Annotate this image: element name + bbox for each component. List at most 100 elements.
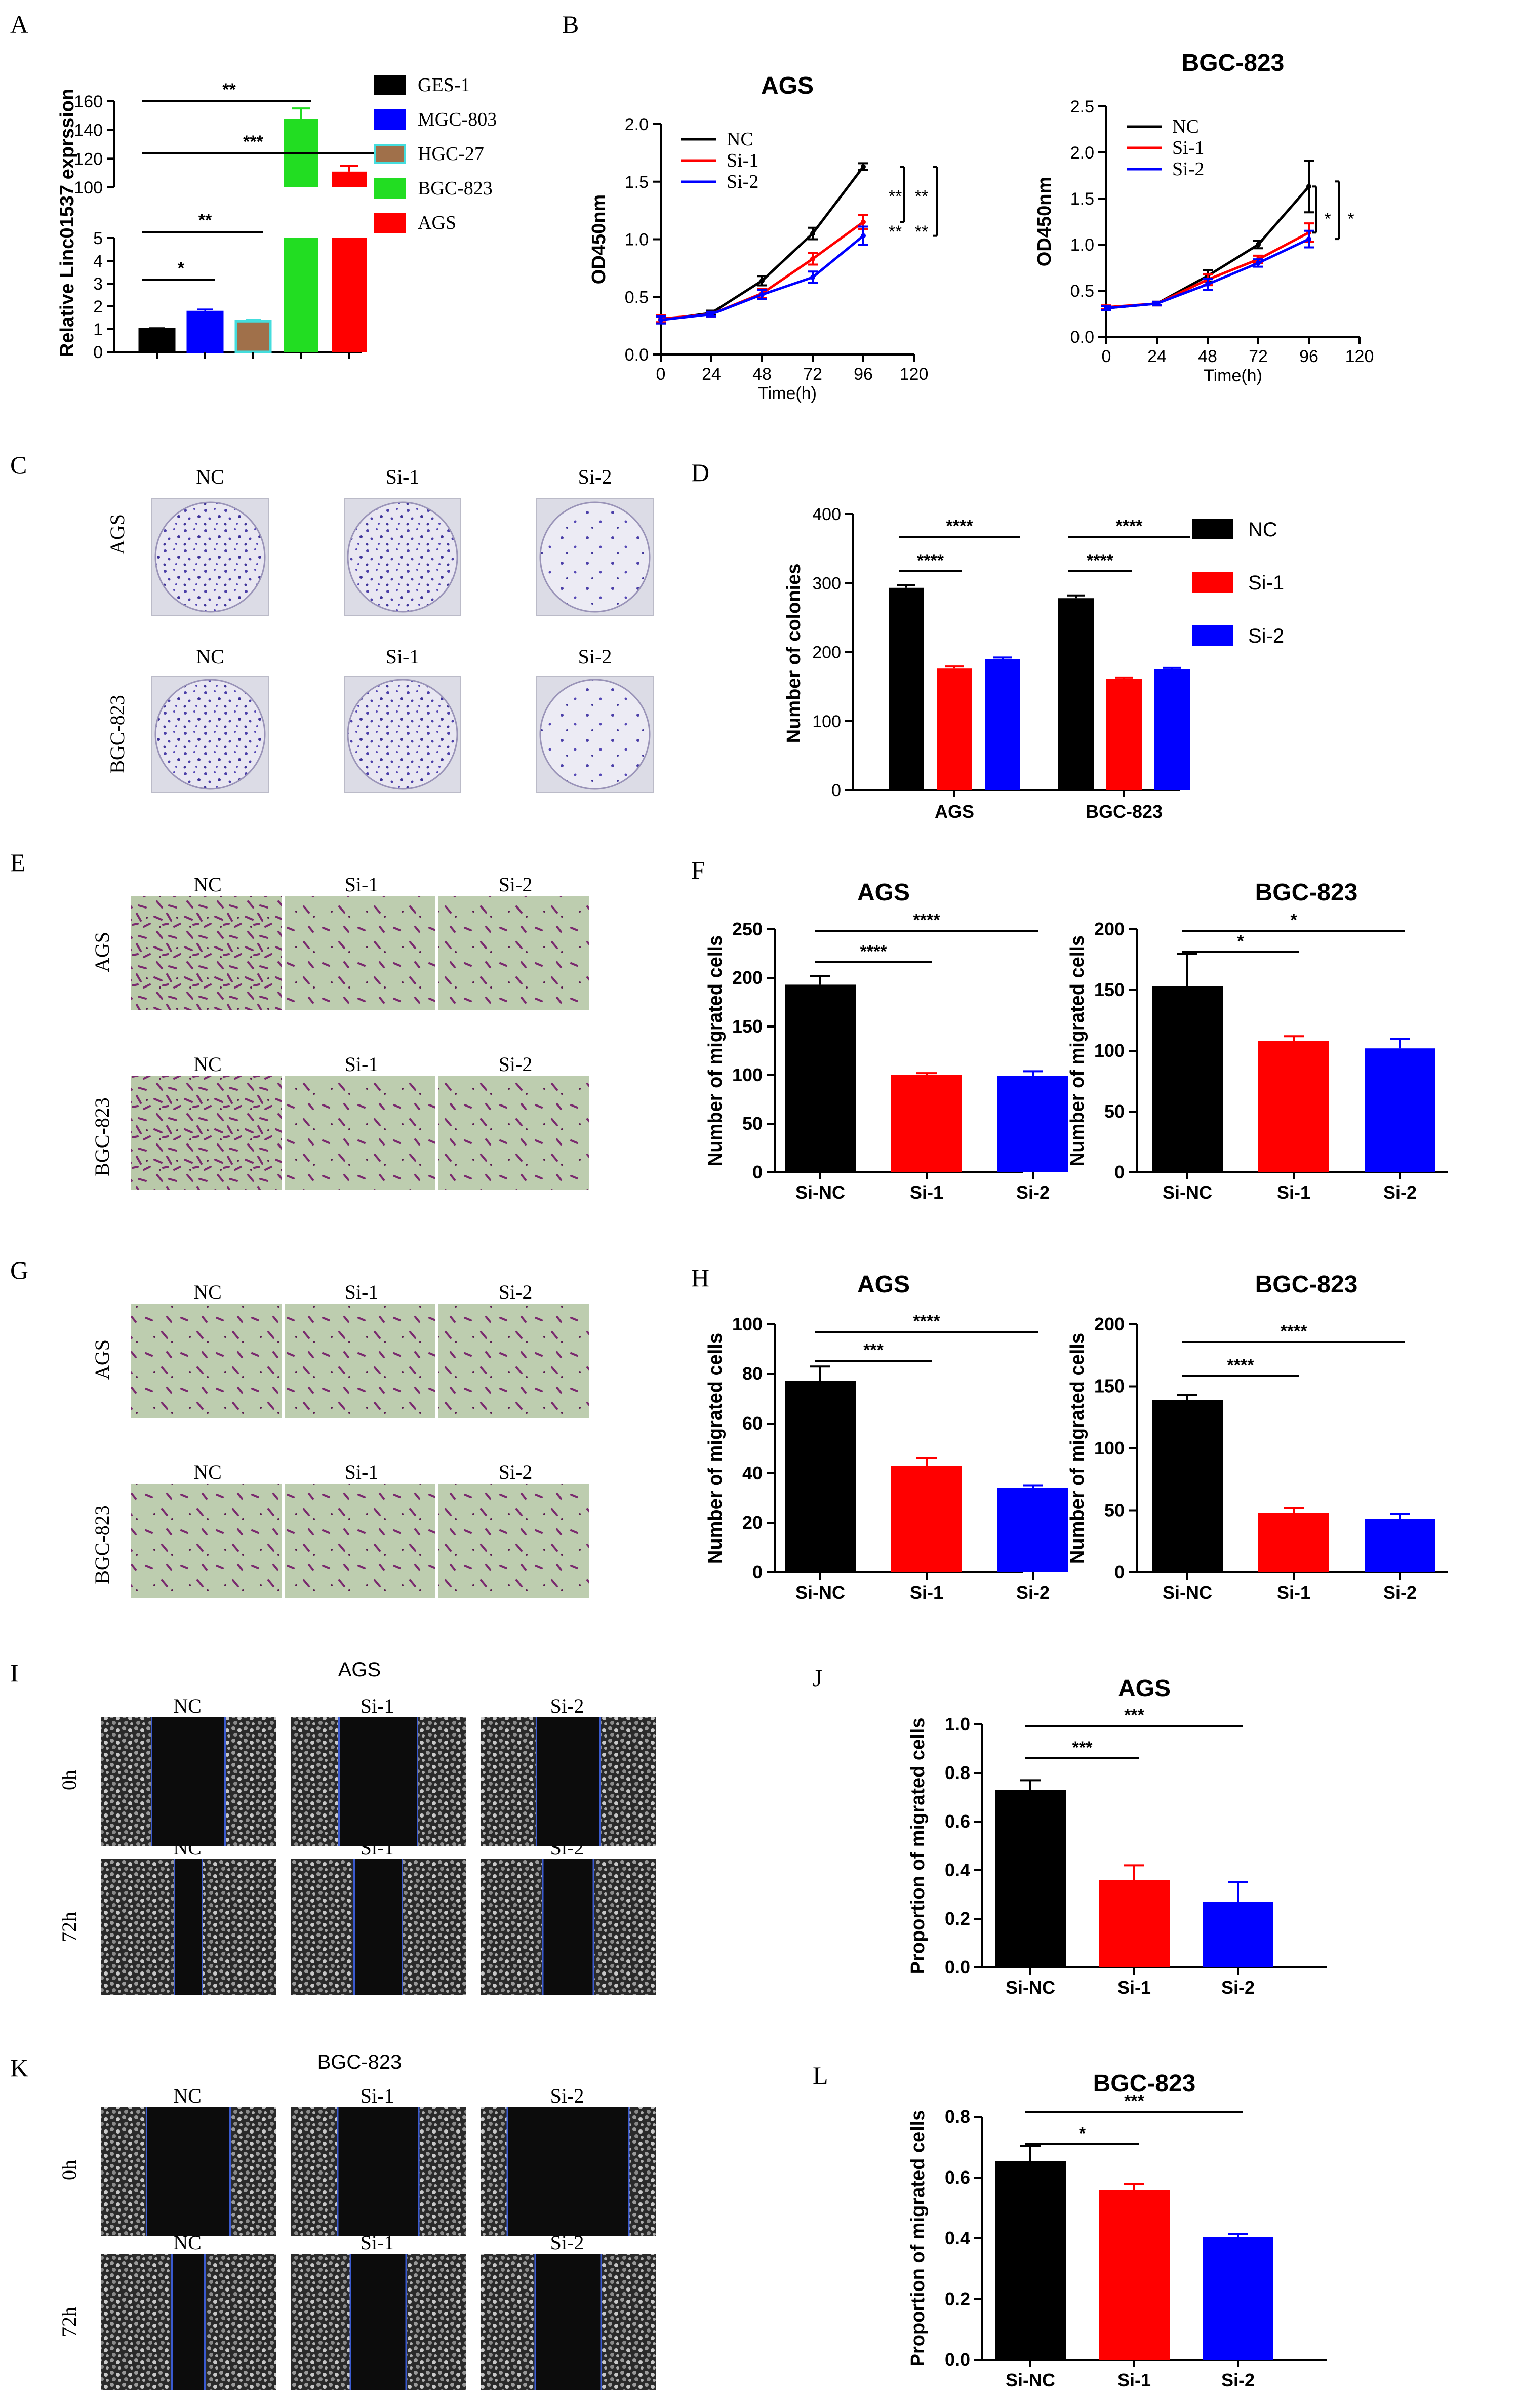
panel-G-column-label: Si-2 (499, 1460, 533, 1483)
chart-J-xtick-label: Si-1 (1117, 1977, 1151, 1998)
chart-A-sig-label: * (178, 259, 185, 278)
chart-F2-sig-label: * (1237, 932, 1244, 951)
chart-H2-ytick-label: 100 (1094, 1438, 1125, 1458)
chart-H2-ytick-label: 50 (1104, 1500, 1125, 1521)
chart-A-bar (186, 310, 224, 353)
panel-C-row-label: AGS (106, 514, 129, 555)
panel-letter-K: K (10, 2054, 28, 2082)
chart-D-legend-label: NC (1248, 519, 1277, 541)
chart-L-bar (1203, 2237, 1273, 2360)
chart-B2-ytick-label: 1.5 (1070, 189, 1094, 209)
chart-J-bar (995, 1790, 1066, 1967)
chart-J-ytick-label: 0.2 (945, 1908, 970, 1929)
chart-B1-point (810, 256, 815, 262)
chart-F1-ytick-label: 50 (742, 1113, 763, 1134)
chart-J-ytick-label: 0.8 (945, 1762, 970, 1783)
migration-micrograph (285, 1484, 435, 1598)
chart-A-legend-label: HGC-27 (418, 143, 484, 165)
scratch-gap (350, 2254, 406, 2390)
colony-plate (539, 501, 651, 613)
panel-I-column-label: Si-2 (550, 1694, 584, 1717)
chart-A-legend-swatch (374, 144, 406, 164)
chart-title-F2: BGC-823 (1255, 879, 1358, 906)
chart-B2-ylabel: OD450nm (1034, 177, 1055, 266)
chart-B2-ytick-label: 1.0 (1070, 235, 1094, 255)
chart-D-legend-swatch (1192, 519, 1233, 539)
chart-H1-ytick-label: 20 (742, 1512, 763, 1533)
chart-F2-ytick-label: 50 (1104, 1101, 1125, 1122)
chart-B2-ytick-label: 2.5 (1070, 97, 1094, 116)
chart-D-legend-swatch (1192, 625, 1233, 646)
chart-H1-xtick-label: Si-2 (1016, 1582, 1050, 1603)
chart-A-bar-lower (284, 238, 318, 352)
chart-B1-legend-label: Si-1 (727, 150, 758, 171)
chart-F2-ytick-label: 150 (1094, 979, 1125, 1000)
scratch-gap (507, 2107, 629, 2236)
chart-L-xtick-label: Si-2 (1221, 2370, 1255, 2390)
chart-F1-ylabel: Number of migrated cells (705, 935, 726, 1166)
chart-H2-xtick-label: Si-1 (1277, 1582, 1310, 1603)
panel-G-column-label: Si-1 (345, 1281, 379, 1304)
panel-G-column-label: Si-2 (499, 1281, 533, 1304)
chart-B2-point (1154, 301, 1160, 306)
chart-B2-point (1256, 260, 1261, 266)
chart-B2-ytick-label: 2.0 (1070, 143, 1094, 163)
panel-letter-E: E (10, 848, 26, 877)
chart-J-ytick-label: 0.6 (945, 1811, 970, 1832)
panel-C-column-label: Si-2 (578, 645, 612, 668)
chart-F2-ylabel: Number of migrated cells (1067, 935, 1088, 1166)
panel-E-column-label: Si-1 (345, 873, 379, 896)
chart-F2-ytick-label: 100 (1094, 1040, 1125, 1061)
migration-micrograph (131, 1076, 282, 1190)
chart-B1-sig-label: ** (915, 222, 928, 242)
chart-A-bar (234, 320, 272, 353)
chart-H1-xtick-label: Si-NC (795, 1582, 845, 1603)
chart-J-sig-label: *** (1072, 1738, 1093, 1757)
panel-K-row-label: 0h (58, 2160, 81, 2180)
chart-title-H1: AGS (857, 1271, 910, 1298)
chart-H1-bar (891, 1466, 962, 1572)
chart-H2-sig-label: **** (1227, 1356, 1255, 1375)
chart-F1-ytick-label: 250 (732, 919, 763, 939)
scratch-gap (151, 1717, 225, 1846)
chart-B1-point (861, 164, 866, 170)
chart-A-ytick-label: 140 (74, 121, 103, 140)
panel-I-column-label: Si-1 (361, 1694, 394, 1717)
chart-F2-sig-label: * (1290, 911, 1297, 930)
chart-A-legend-swatch (374, 75, 406, 95)
chart-F1-xtick-label: Si-2 (1016, 1182, 1050, 1203)
panel-C-row-label: BGC-823 (106, 695, 129, 774)
chart-B1-xtick-label: 120 (900, 365, 929, 384)
chart-B1-point (810, 274, 815, 280)
chart-D-ytick-label: 0 (831, 781, 841, 800)
migration-micrograph (131, 896, 282, 1010)
chart-B1-xtick-label: 48 (752, 365, 772, 384)
panel-E-row-label: AGS (91, 932, 113, 972)
panel-I-title: AGS (338, 1659, 381, 1681)
chart-J-bar (1203, 1902, 1273, 1967)
chart-H1-sig-label: **** (913, 1312, 941, 1331)
panel-I-column-label: NC (173, 1694, 202, 1717)
chart-F2-bar (1152, 986, 1223, 1172)
chart-B1-xtick-label: 0 (656, 365, 666, 384)
chart-H1-ytick-label: 0 (752, 1562, 763, 1583)
chart-H1-xtick-label: Si-1 (910, 1582, 943, 1603)
chart-F1-sig-label: **** (913, 911, 941, 930)
chart-L-sig-label: *** (1124, 2091, 1144, 2111)
chart-B2-xtick-label: 24 (1147, 347, 1167, 366)
chart-A-ytick-label: 5 (93, 229, 103, 248)
chart-H2-ylabel: Number of migrated cells (1067, 1333, 1088, 1564)
chart-F1-ytick-label: 100 (732, 1064, 763, 1085)
chart-D-xtick-label: AGS (935, 801, 974, 822)
panel-C-column-label: NC (196, 465, 224, 488)
chart-title-B2: BGC-823 (1182, 50, 1285, 76)
chart-D-legend-swatch (1192, 572, 1233, 593)
chart-B2-point (1306, 184, 1311, 189)
chart-B2-sig-label: * (1347, 209, 1354, 228)
chart-B1-xlabel: Time(h) (758, 384, 817, 403)
chart-B1-xtick-label: 96 (854, 365, 873, 384)
chart-A-bar-upper (332, 171, 367, 187)
migration-micrograph (285, 896, 435, 1010)
chart-A-legend-swatch (374, 109, 406, 130)
